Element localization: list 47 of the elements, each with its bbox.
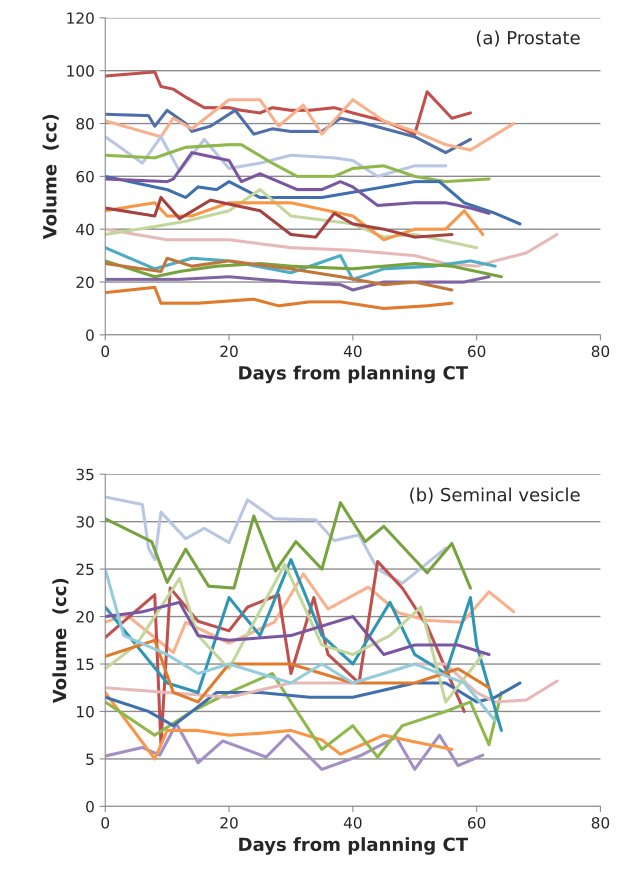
x-tick-label: 0 [101, 346, 110, 358]
y-tick-label: 0 [86, 329, 94, 341]
line-series [105, 638, 491, 704]
y-tick-label: 60 [76, 170, 94, 182]
line-series [105, 151, 491, 215]
y-tick-label: 80 [76, 118, 94, 130]
x-tick-label: 80 [592, 346, 610, 358]
y-tick-label: 20 [76, 276, 94, 288]
annotation: (a) Prostate [476, 30, 580, 47]
line-series [105, 600, 491, 656]
x-tick-label: 40 [344, 817, 362, 829]
y-tick-label: 100 [67, 65, 94, 77]
x-tick-label: 60 [468, 817, 486, 829]
line-series [105, 690, 454, 760]
y-axis-title: Volume (cc) [52, 578, 68, 704]
line-series [105, 143, 491, 184]
line-series [105, 722, 484, 771]
line-series [105, 98, 516, 152]
annotation: (b) Seminal vesicle [410, 487, 580, 504]
y-tick-label: 25 [76, 564, 94, 576]
y-tick-label: 5 [86, 754, 94, 765]
x-axis-title: Days from planning CT [239, 366, 468, 384]
x-axis-title: Days from planning CT [239, 837, 468, 855]
line-series [105, 108, 472, 154]
y-tick-label: 35 [76, 468, 94, 480]
y-tick-label: 0 [86, 800, 94, 812]
line-series [105, 256, 454, 292]
x-tick-label: 0 [101, 817, 110, 829]
y-tick-label: 30 [76, 516, 94, 528]
x-tick-label: 40 [344, 346, 362, 358]
y-axis-title: Volume (cc) [42, 114, 59, 240]
x-tick-label: 60 [468, 346, 486, 358]
line-series [105, 286, 454, 310]
y-tick-label: 40 [76, 224, 94, 236]
x-tick-label: 20 [220, 817, 238, 829]
x-tick-label: 20 [220, 346, 238, 358]
line-series [105, 196, 454, 239]
line-series [105, 174, 522, 226]
line-series [105, 259, 503, 278]
line-series [105, 275, 491, 292]
y-tick-label: 15 [77, 658, 94, 670]
line-series [105, 562, 484, 704]
x-tick-label: 80 [592, 817, 610, 829]
y-tick-label: 10 [77, 706, 94, 718]
line-series [105, 228, 559, 268]
y-tick-label: 20 [76, 611, 94, 623]
y-tick-label: 120 [67, 12, 94, 24]
